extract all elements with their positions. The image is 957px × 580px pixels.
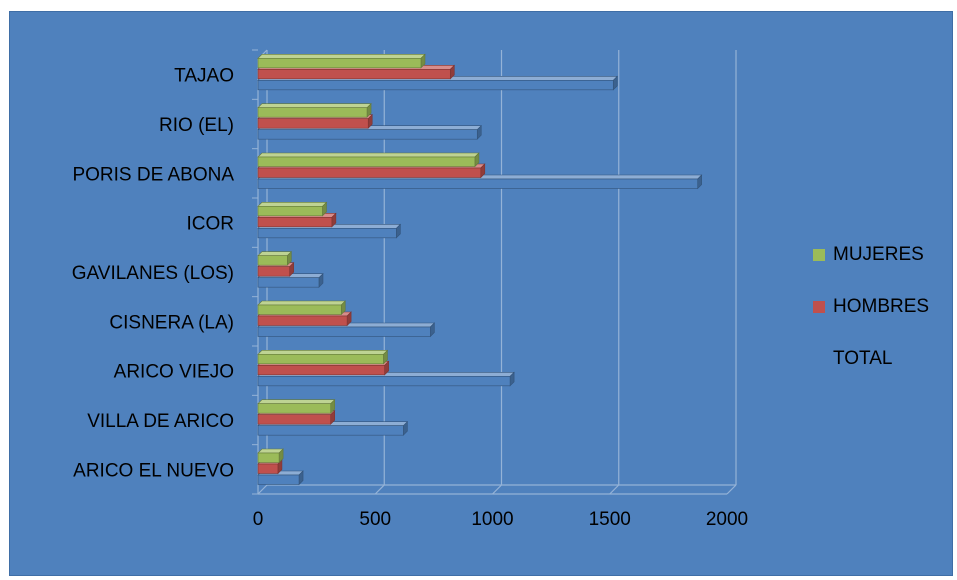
gridline-floor <box>609 484 620 495</box>
category-label: TAJAO <box>174 66 234 87</box>
bar-front-face <box>257 255 288 266</box>
bar-top-face <box>257 251 293 256</box>
bar-chart: 0 500 1000 1500 2000 ARICO EL NUEVO VILLA DE A… <box>72 49 929 530</box>
legend[interactable]: MUJERES HOMBRES TOTAL <box>813 244 929 369</box>
legend-label: HOMBRES <box>833 296 929 317</box>
x-tick-label: 1000 <box>471 509 513 530</box>
legend-item-mujeres[interactable]: MUJERES <box>813 244 924 265</box>
bar-top-face <box>257 54 426 59</box>
bar-front-face <box>257 277 320 288</box>
legend-item-hombres[interactable]: HOMBRES <box>813 296 929 317</box>
bar-front-face <box>257 326 431 337</box>
bar-front-face <box>257 304 342 315</box>
bar-top-face <box>257 300 346 306</box>
x-tick-label: 500 <box>359 509 391 530</box>
bar-mujeres <box>257 250 293 266</box>
chart-area: 0 500 1000 1500 2000 ARICO EL NUEVO VILLA DE A… <box>9 11 953 576</box>
bar-mujeres <box>257 53 426 69</box>
x-tick-label: 2000 <box>706 509 748 530</box>
bar-top-face <box>257 103 372 108</box>
bar-front-face <box>257 129 478 140</box>
bar-front-face <box>257 206 323 217</box>
axis-labels: 0 500 1000 1500 2000 ARICO EL NUEVO VILLA DE A… <box>72 66 748 530</box>
gridline-floor <box>726 484 737 495</box>
bar-front-face <box>257 167 482 178</box>
category-label: PORIS DE ABONA <box>72 164 234 185</box>
bar-mujeres <box>257 152 480 168</box>
bar-front-face <box>257 463 279 474</box>
bar-front-face <box>257 156 476 167</box>
bar-front-face <box>257 452 280 463</box>
category-label: ARICO VIEJO <box>114 362 234 383</box>
legend-label: MUJERES <box>833 244 924 265</box>
bar-mujeres <box>257 300 346 316</box>
bar-mujeres <box>257 349 389 365</box>
bar-front-face <box>257 354 384 365</box>
bar-front-face <box>257 266 290 277</box>
bar-front-face <box>257 69 451 80</box>
bar-mujeres <box>257 102 372 118</box>
bars <box>257 53 703 486</box>
bar-front-face <box>257 376 511 387</box>
bar-front-face <box>257 118 369 129</box>
category-label: CISNERA (LA) <box>109 312 234 333</box>
x-tick-label: 0 <box>253 509 264 530</box>
bar-top-face <box>257 399 336 404</box>
bar-front-face <box>257 315 348 326</box>
grid <box>257 50 737 495</box>
legend-swatch <box>813 249 825 261</box>
category-label: VILLA DE ARICO <box>87 411 234 432</box>
bar-front-face <box>257 365 385 376</box>
bar-mujeres <box>257 448 284 464</box>
legend-label: TOTAL <box>833 348 892 369</box>
legend-item-total[interactable]: TOTAL <box>833 348 892 369</box>
bar-top-face <box>257 202 328 207</box>
gridline-floor <box>492 484 502 495</box>
category-label: RIO (EL) <box>159 115 234 136</box>
bar-front-face <box>257 58 422 69</box>
bar-front-face <box>257 425 404 436</box>
category-label: GAVILANES (LOS) <box>72 263 234 284</box>
bar-front-face <box>257 178 698 189</box>
category-label: ARICO EL NUEVO <box>73 460 234 481</box>
bar-front-face <box>257 217 333 228</box>
bar-mujeres <box>257 398 336 414</box>
x-tick-label: 1500 <box>589 509 631 530</box>
bar-top-face <box>257 152 480 158</box>
gridline-floor <box>374 484 385 495</box>
category-label: ICOR <box>187 214 235 235</box>
gridline-floor <box>257 484 268 495</box>
bar-front-face <box>257 474 300 485</box>
bar-front-face <box>257 107 368 118</box>
bar-front-face <box>257 414 331 425</box>
bar-top-face <box>257 350 389 355</box>
bar-front-face <box>257 80 614 91</box>
legend-swatch <box>813 301 825 313</box>
bar-front-face <box>257 228 397 239</box>
bar-front-face <box>257 403 331 414</box>
bar-mujeres <box>257 201 328 217</box>
